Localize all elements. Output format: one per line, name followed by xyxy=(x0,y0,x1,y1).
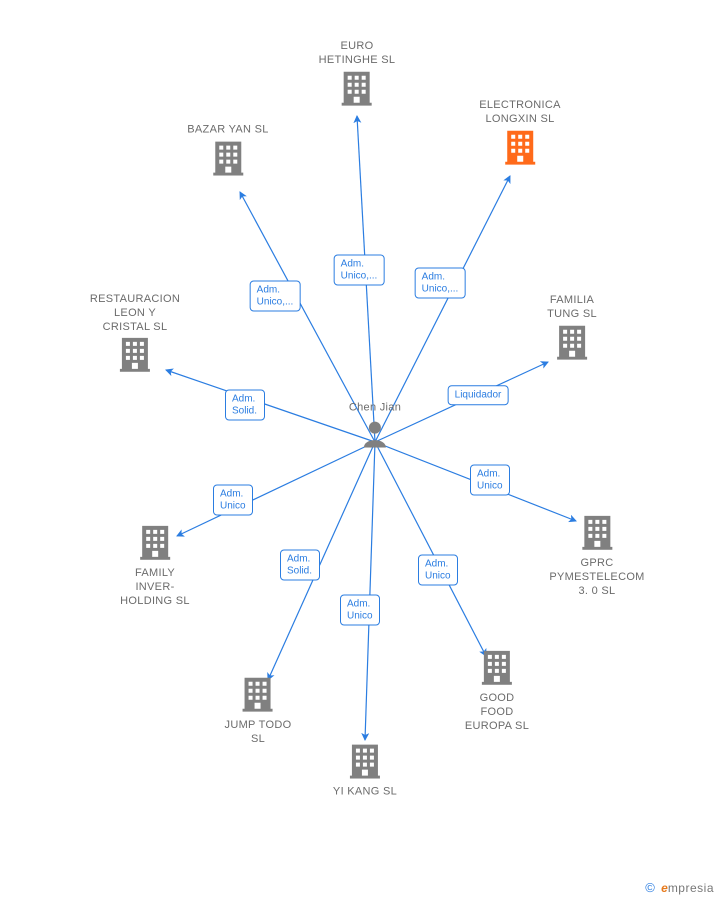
company-node-yi-kang[interactable]: YI KANG SL xyxy=(333,741,397,800)
company-node-euro-hetinghe[interactable]: EURO HETINGHE SL xyxy=(319,40,396,113)
center-person-label: Chen Jian xyxy=(349,402,401,416)
center-person-node[interactable]: Chen Jian xyxy=(349,402,401,455)
company-label: EURO HETINGHE SL xyxy=(319,40,396,68)
company-label: GOOD FOOD EUROPA SL xyxy=(465,692,529,733)
building-icon xyxy=(138,524,172,565)
company-label: FAMILY INVER- HOLDING SL xyxy=(120,567,190,608)
building-icon xyxy=(503,128,537,169)
edge-line xyxy=(365,442,375,740)
diagram-canvas: Chen Jian EURO HETINGHE SL ELECTRONICA L… xyxy=(0,0,728,905)
brand-rest: mpresia xyxy=(668,881,714,895)
company-node-electronica-longxin[interactable]: ELECTRONICA LONGXIN SL xyxy=(479,99,561,172)
edge-label[interactable]: Adm. Unico xyxy=(418,555,458,586)
watermark: © empresia xyxy=(645,880,714,895)
building-icon xyxy=(118,336,152,377)
building-icon xyxy=(340,69,374,110)
edge-label[interactable]: Adm. Unico,... xyxy=(415,268,466,299)
edge-line xyxy=(177,442,375,536)
building-icon xyxy=(241,676,275,717)
company-node-gprc-pymestelecom[interactable]: GPRC PYMESTELECOM 3. 0 SL xyxy=(549,512,644,598)
brand-letter: e xyxy=(661,881,668,895)
building-icon xyxy=(211,139,245,180)
edge-label[interactable]: Adm. Unico,... xyxy=(334,255,385,286)
company-label: GPRC PYMESTELECOM 3. 0 SL xyxy=(549,557,644,598)
building-icon xyxy=(480,649,514,690)
copyright-symbol: © xyxy=(645,880,655,895)
company-node-family-inverholding[interactable]: FAMILY INVER- HOLDING SL xyxy=(120,522,190,608)
company-label: FAMILIA TUNG SL xyxy=(547,294,597,322)
company-node-good-food-europa[interactable]: GOOD FOOD EUROPA SL xyxy=(465,647,529,733)
building-icon xyxy=(555,323,589,364)
edge-label[interactable]: Adm. Solid. xyxy=(280,550,320,581)
company-node-jump-todo[interactable]: JUMP TODO SL xyxy=(225,674,292,747)
edge-label[interactable]: Adm. Unico xyxy=(213,485,253,516)
company-label: BAZAR YAN SL xyxy=(187,124,268,138)
company-label: YI KANG SL xyxy=(333,786,397,800)
edge-label[interactable]: Liquidador xyxy=(448,385,509,405)
building-icon xyxy=(348,743,382,784)
edge-label[interactable]: Adm. Solid. xyxy=(225,390,265,421)
company-node-restauracion-leon[interactable]: RESTAURACION LEON Y CRISTAL SL xyxy=(90,293,180,379)
edge-line xyxy=(166,370,375,442)
building-icon xyxy=(580,514,614,555)
edge-label[interactable]: Adm. Unico,... xyxy=(250,281,301,312)
edge-label[interactable]: Adm. Unico xyxy=(470,465,510,496)
edge-label[interactable]: Adm. Unico xyxy=(340,595,380,626)
company-label: RESTAURACION LEON Y CRISTAL SL xyxy=(90,293,180,334)
company-label: ELECTRONICA LONGXIN SL xyxy=(479,99,561,127)
person-icon xyxy=(362,419,388,452)
company-label: JUMP TODO SL xyxy=(225,719,292,747)
company-node-bazar-yan[interactable]: BAZAR YAN SL xyxy=(187,124,268,183)
company-node-familia-tung[interactable]: FAMILIA TUNG SL xyxy=(547,294,597,367)
